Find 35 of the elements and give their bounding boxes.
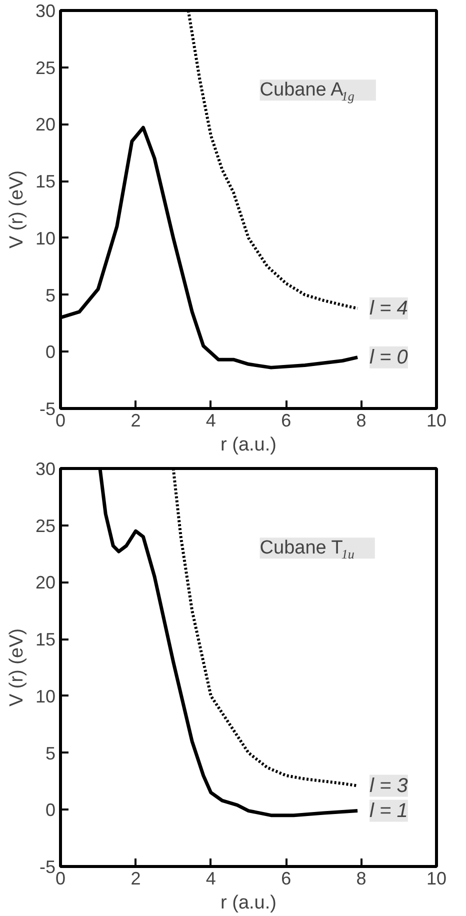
x-tick-label: 10 — [426, 868, 447, 888]
x-axis-title: r (a.u.) — [220, 892, 276, 914]
y-tick-label: -5 — [39, 857, 56, 877]
line-series — [60, 126, 360, 370]
series-label: l = 0 — [370, 346, 408, 368]
x-tick-label: 2 — [130, 868, 141, 888]
x-tick-label: 2 — [130, 410, 141, 430]
x-tick-label: 8 — [356, 410, 366, 430]
y-tick-label: 20 — [35, 114, 56, 135]
series-label: l = 1 — [370, 800, 408, 822]
y-tick-label: 5 — [45, 743, 56, 764]
x-tick-label: 4 — [206, 868, 216, 888]
y-tick-label: 15 — [35, 630, 56, 650]
y-tick-label: -5 — [39, 399, 56, 419]
y-tick-label: 10 — [35, 686, 56, 706]
y-tick-label: 20 — [35, 572, 56, 593]
x-tick-label: 4 — [206, 410, 216, 430]
y-tick-label: 30 — [35, 459, 56, 479]
y-tick-label: 25 — [35, 58, 56, 78]
y-tick-label: 25 — [35, 516, 56, 536]
x-tick-label: 8 — [356, 868, 366, 888]
y-tick-label: 5 — [45, 285, 56, 306]
series-label: l = 4 — [370, 297, 408, 320]
y-axis-title: V (r) (eV) — [6, 170, 28, 249]
y-tick-label: 30 — [35, 1, 56, 21]
y-axis-title: V (r) (eV) — [6, 628, 28, 707]
x-tick-label: 6 — [281, 410, 292, 430]
x-tick-label: 10 — [426, 410, 447, 430]
x-tick-label: 6 — [281, 868, 292, 888]
x-axis-title: r (a.u.) — [220, 434, 276, 456]
y-tick-label: 0 — [45, 342, 56, 362]
y-tick-label: 10 — [35, 228, 56, 248]
series-label: l = 3 — [370, 774, 408, 797]
y-tick-label: 0 — [45, 800, 56, 820]
y-tick-label: 15 — [35, 172, 56, 192]
